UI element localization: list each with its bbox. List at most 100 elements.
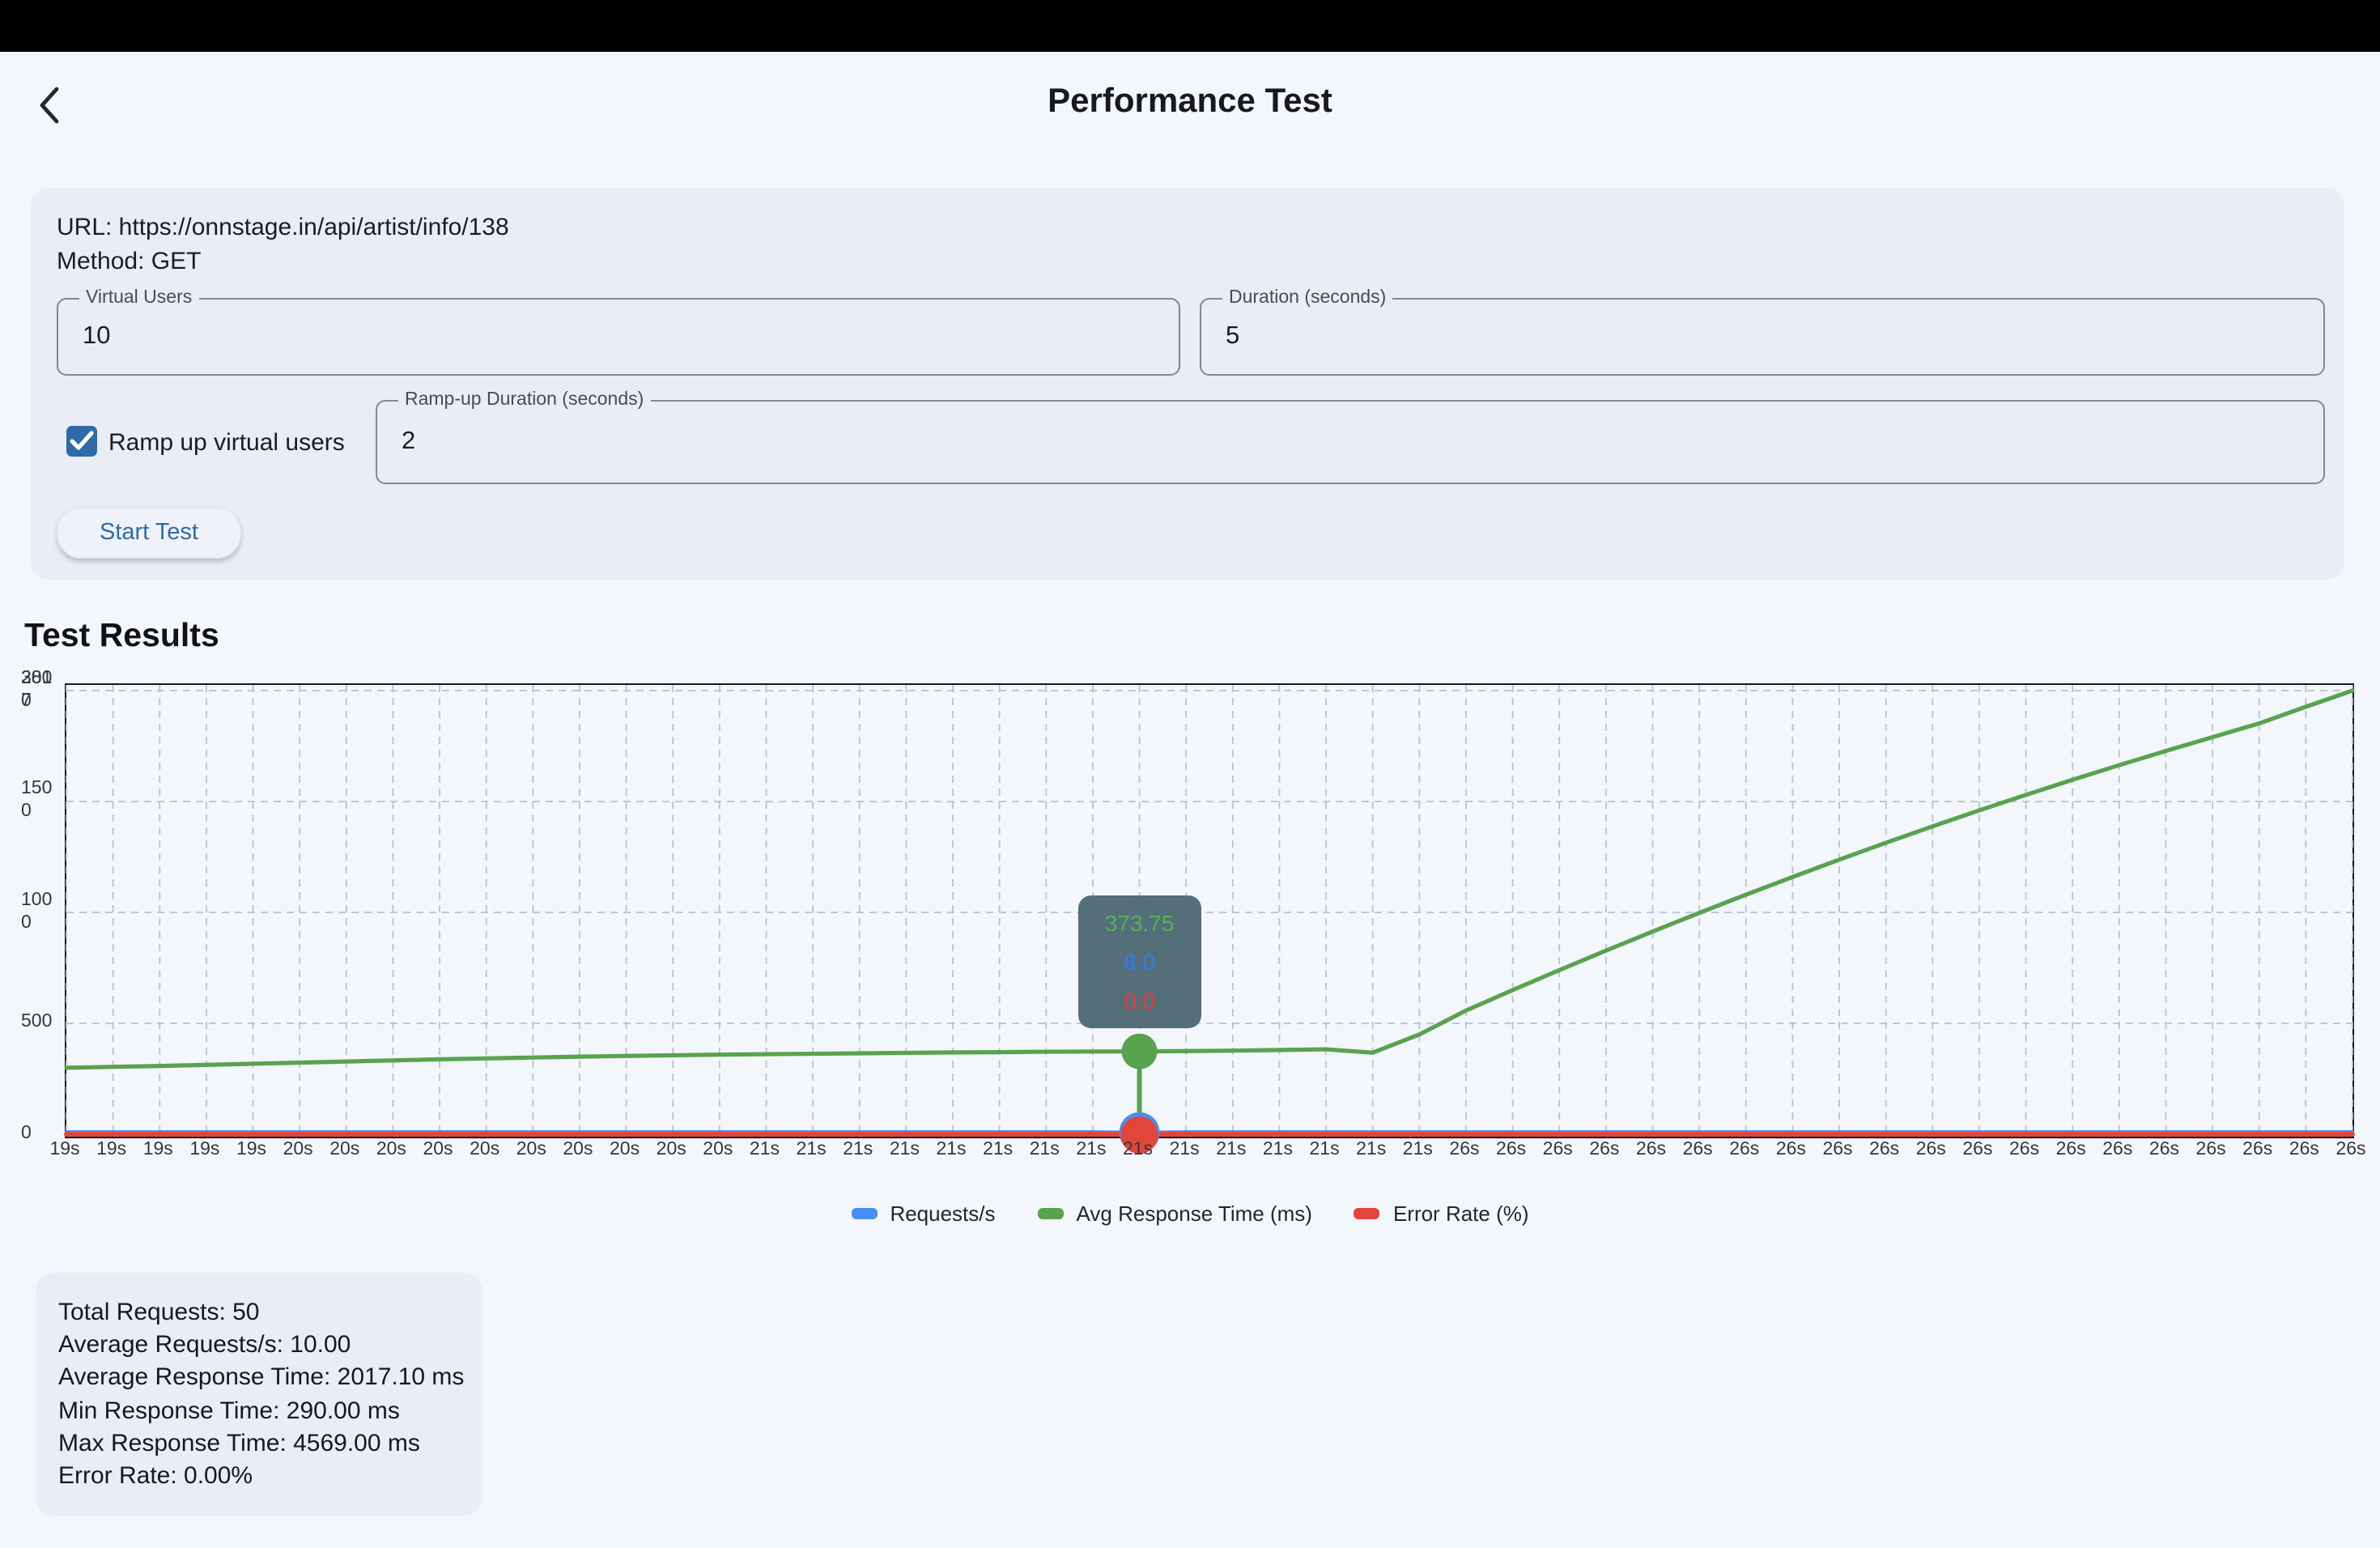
x-axis-label: 20s (516, 1140, 546, 1159)
x-axis-label: 21s (796, 1140, 827, 1159)
x-axis-label: 26s (1869, 1140, 1900, 1159)
summary-line: Error Rate: 0.00% (58, 1462, 253, 1491)
x-axis-label: 21s (1122, 1140, 1154, 1159)
x-axis-label: 21s (1356, 1140, 1387, 1159)
x-axis-label: 21s (1402, 1140, 1433, 1159)
summary-lines: Total Requests: 50 Average Requests/s: 10… (58, 1297, 464, 1493)
error-dot[interactable] (1120, 1116, 1158, 1154)
x-axis-label: 20s (423, 1140, 453, 1159)
legend-label: Avg Response Time (ms) (1076, 1201, 1312, 1226)
x-axis-label: 26s (1635, 1140, 1667, 1159)
x-axis-label: 20s (563, 1140, 593, 1159)
legend-label: Requests/s (890, 1201, 996, 1226)
x-axis-label: 20s (610, 1140, 640, 1159)
chart-plot-area (64, 685, 2355, 1154)
x-axis-label: 26s (2148, 1140, 2179, 1159)
duration-value: 5 (1226, 322, 1240, 350)
y-axis-overlap-label: 7 (21, 691, 32, 710)
x-axis-label: 21s (843, 1140, 873, 1159)
x-axis-label: 26s (1915, 1140, 1946, 1159)
summary-line: Min Response Time: 290.00 ms (58, 1397, 400, 1425)
page-title: Performance Test (1048, 83, 1332, 120)
x-axis-label: 20s (329, 1140, 360, 1159)
results-heading: Test Results (24, 617, 219, 654)
tooltip-value: 8.0 (1124, 948, 1155, 974)
x-axis-label: 21s (1029, 1140, 1060, 1159)
summary-card: Total Requests: 50 Average Requests/s: 10… (36, 1273, 482, 1516)
legend-swatch-icon (1354, 1208, 1380, 1219)
back-button[interactable] (32, 84, 71, 126)
x-axis-label: 20s (470, 1140, 500, 1159)
x-axis-label: 21s (749, 1140, 780, 1159)
y-axis-overlap-label: 381 (21, 668, 53, 687)
y-axis-label: 100 0 (21, 890, 53, 932)
summary-line: Total Requests: 50 (58, 1299, 260, 1326)
x-axis-label: 19s (189, 1140, 220, 1159)
chart-y-axis-labels: 200 0 150 0 100 0 500 0 381 7 (21, 668, 70, 1142)
legend-item: Error Rate (%) (1354, 1201, 1529, 1226)
chart-legend: Requests/s Avg Response Time (ms) Error Ra… (0, 1201, 2380, 1226)
method-line: Method: GET (57, 248, 202, 275)
y-axis-label: 200 0 (21, 668, 53, 710)
y-axis-label: 500 (21, 1012, 53, 1031)
x-axis-label: 26s (2102, 1140, 2133, 1159)
legend-swatch-icon (851, 1208, 878, 1219)
x-axis-label: 21s (1309, 1140, 1340, 1159)
duration-label: Duration (seconds) (1222, 286, 1393, 308)
ramp-up-duration-label: Ramp-up Duration (seconds) (398, 388, 651, 410)
legend-label: Error Rate (%) (1392, 1201, 1529, 1226)
summary-line: Average Requests/s: 10.00 (58, 1331, 351, 1359)
ramp-up-checkbox[interactable] (66, 426, 97, 457)
x-axis-label: 26s (1775, 1140, 1806, 1159)
x-axis-label: 26s (1729, 1140, 1760, 1159)
virtual-users-value: 10 (83, 322, 111, 350)
y-axis-label: 0 (21, 1123, 32, 1142)
response-time-dot[interactable] (1121, 1033, 1158, 1070)
virtual-users-field[interactable]: Virtual Users 10 (57, 286, 1180, 376)
x-axis-label: 21s (1076, 1140, 1107, 1159)
x-axis-label: 26s (1682, 1140, 1713, 1159)
x-axis-label: 21s (1169, 1140, 1200, 1159)
x-axis-label: 26s (2195, 1140, 2226, 1159)
x-axis-label: 19s (49, 1140, 80, 1159)
start-test-button-label: Start Test (100, 520, 198, 546)
x-axis-label: 26s (1496, 1140, 1527, 1159)
chevron-left-icon (40, 87, 59, 124)
x-axis-label: 19s (96, 1140, 127, 1159)
x-axis-label: 21s (889, 1140, 920, 1159)
x-axis-label: 20s (703, 1140, 733, 1159)
x-axis-label: 21s (936, 1140, 967, 1159)
x-axis-label: 20s (656, 1140, 686, 1159)
start-test-button[interactable]: Start Test (57, 507, 241, 559)
x-axis-label: 26s (1542, 1140, 1573, 1159)
x-axis-label: 21s (1216, 1140, 1247, 1159)
x-axis-label: 20s (376, 1140, 406, 1159)
series-line-1 (64, 688, 2355, 1070)
duration-field[interactable]: Duration (seconds) 5 (1200, 286, 2325, 376)
y-axis-label: 150 0 (21, 779, 53, 821)
results-line-chart[interactable]: 373.75 8.0 0.0 (64, 683, 2355, 1154)
summary-line: Max Response Time: 4569.00 ms (58, 1429, 420, 1457)
x-axis-label: 21s (1262, 1140, 1293, 1159)
url-line: URL: https://onnstage.in/api/artist/info… (57, 214, 509, 241)
x-axis-label: 26s (1589, 1140, 1620, 1159)
x-axis-label: 26s (2335, 1140, 2366, 1159)
x-axis-label: 21s (983, 1140, 1014, 1159)
ramp-up-checkbox-label[interactable]: Ramp up virtual users (108, 429, 345, 457)
chart-tooltip: 373.75 8.0 0.0 (1077, 895, 1201, 1028)
tooltip-value: 373.75 (1104, 909, 1175, 935)
x-axis-label: 26s (2289, 1140, 2319, 1159)
x-axis-label: 19s (142, 1140, 173, 1159)
x-axis-label: 26s (2055, 1140, 2086, 1159)
tooltip-value: 0.0 (1124, 987, 1155, 1013)
test-config-card: URL: https://onnstage.in/api/artist/info… (31, 188, 2344, 580)
ramp-up-duration-field[interactable]: Ramp-up Duration (seconds) 2 (376, 388, 2325, 484)
legend-item: Requests/s (851, 1201, 996, 1226)
status-bar (0, 0, 2380, 52)
x-axis-label: 26s (2242, 1140, 2273, 1159)
x-axis-label: 19s (236, 1140, 267, 1159)
virtual-users-label: Virtual Users (79, 286, 199, 308)
summary-line: Average Response Time: 2017.10 ms (58, 1363, 465, 1392)
x-axis-label: 26s (1449, 1140, 1480, 1159)
